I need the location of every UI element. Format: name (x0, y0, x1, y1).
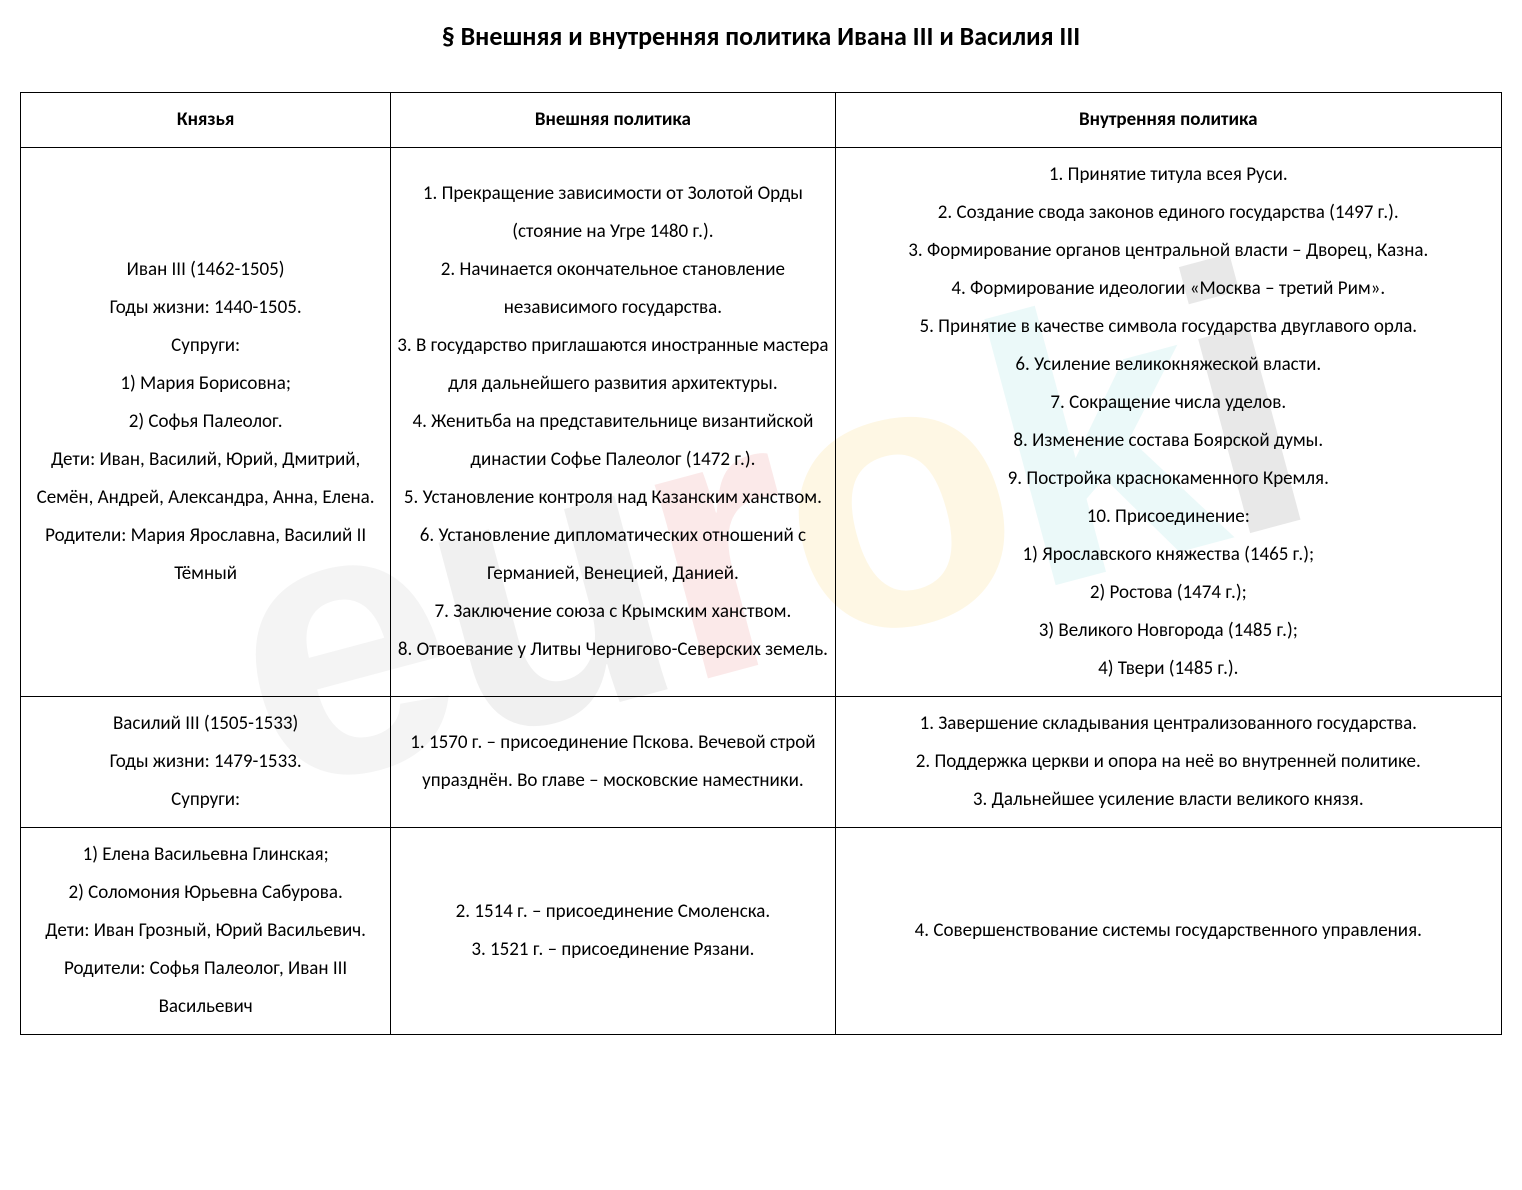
col-header-princes: Князья (21, 93, 391, 148)
cell-foreign: 1. 1570 г. – присоединение Пскова. Вечев… (391, 697, 835, 828)
cell-prince: 1) Елена Васильевна Глинская;2) Соломони… (21, 828, 391, 1035)
col-header-domestic: Внутренняя политика (835, 93, 1501, 148)
cell-domestic: 4. Совершенствование системы государстве… (835, 828, 1501, 1035)
cell-foreign: 2. 1514 г. – присоединение Смоленска.3. … (391, 828, 835, 1035)
page-title: § Внешняя и внутренняя политика Ивана II… (20, 20, 1502, 52)
cell-domestic: 1. Принятие титула всея Руси.2. Создание… (835, 148, 1501, 697)
cell-domestic: 1. Завершение складывания централизованн… (835, 697, 1501, 828)
col-header-foreign: Внешняя политика (391, 93, 835, 148)
table-row: Василий III (1505-1533)Годы жизни: 1479-… (21, 697, 1502, 828)
table-row: Иван III (1462-1505)Годы жизни: 1440-150… (21, 148, 1502, 697)
table-row: 1) Елена Васильевна Глинская;2) Соломони… (21, 828, 1502, 1035)
policy-table: Князья Внешняя политика Внутренняя полит… (20, 92, 1502, 1035)
cell-foreign: 1. Прекращение зависимости от Золотой Ор… (391, 148, 835, 697)
cell-prince: Василий III (1505-1533)Годы жизни: 1479-… (21, 697, 391, 828)
cell-prince: Иван III (1462-1505)Годы жизни: 1440-150… (21, 148, 391, 697)
table-header-row: Князья Внешняя политика Внутренняя полит… (21, 93, 1502, 148)
